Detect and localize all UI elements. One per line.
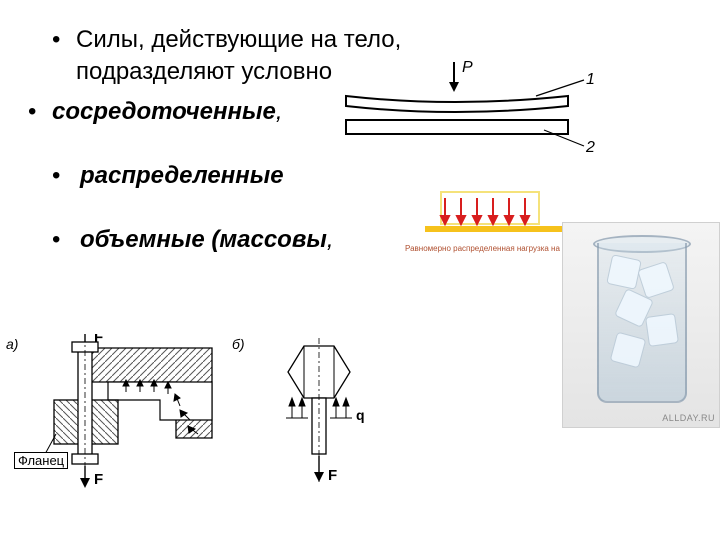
- watermark-text: ALLDAY.RU: [662, 413, 715, 423]
- bullet-icon: [52, 160, 76, 192]
- flange-label: Фланец: [14, 452, 68, 469]
- item2-bullet: распределенные: [52, 160, 692, 192]
- distributed-caption: Равномерно распределенная нагрузка на: [405, 244, 560, 253]
- force-F-a1: F: [94, 334, 103, 346]
- figure-distributed-load: [405, 190, 580, 246]
- bullet-icon: [28, 96, 52, 128]
- figure-flange-bolt: а) б) Фланец: [0, 334, 426, 492]
- intro-line1: Силы, действующие на тело,: [76, 24, 401, 56]
- force-F-a2: F: [94, 471, 103, 488]
- force-label-P: P: [462, 59, 473, 76]
- beam2-label: 2: [585, 139, 595, 154]
- item2-text: распределенные: [76, 160, 284, 192]
- label-a: а): [6, 336, 18, 352]
- beam1-label: 1: [586, 71, 595, 88]
- label-b: б): [232, 336, 245, 352]
- force-F-b: F: [328, 467, 337, 484]
- figure-concentrated-load: P 1 2: [336, 58, 598, 154]
- figure-glass-water: ALLDAY.RU: [562, 222, 720, 428]
- item1-suffix: ,: [276, 98, 283, 125]
- item3-text: объемные (массовы: [80, 226, 327, 253]
- load-q: q: [356, 407, 365, 423]
- item1-text: сосредоточенные: [52, 98, 276, 125]
- bullet-icon: [52, 224, 76, 256]
- bullet-icon: [52, 24, 76, 56]
- item3-suffix: ,: [327, 226, 334, 253]
